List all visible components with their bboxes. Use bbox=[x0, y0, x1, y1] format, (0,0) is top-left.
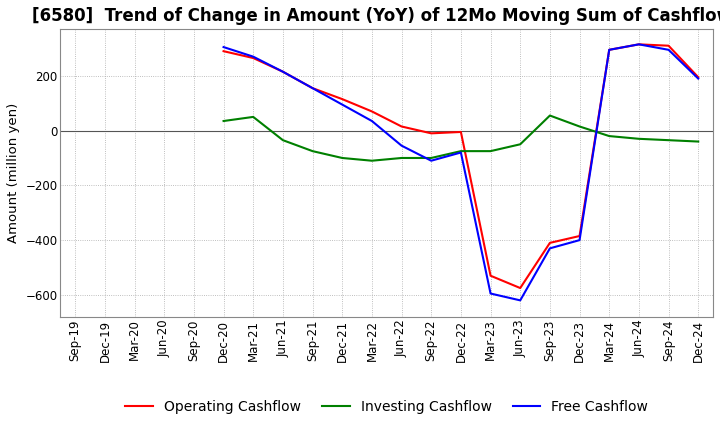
Operating Cashflow bbox=[427, 131, 436, 136]
Y-axis label: Amount (million yen): Amount (million yen) bbox=[7, 103, 20, 243]
Operating Cashflow bbox=[249, 55, 258, 61]
Operating Cashflow bbox=[516, 286, 525, 291]
Investing Cashflow bbox=[427, 155, 436, 161]
Free Cashflow bbox=[279, 69, 287, 74]
Free Cashflow bbox=[249, 54, 258, 59]
Operating Cashflow bbox=[456, 129, 465, 135]
Investing Cashflow bbox=[605, 133, 613, 139]
Operating Cashflow bbox=[486, 273, 495, 279]
Free Cashflow bbox=[308, 85, 317, 91]
Investing Cashflow bbox=[249, 114, 258, 120]
Investing Cashflow bbox=[486, 148, 495, 154]
Investing Cashflow bbox=[279, 138, 287, 143]
Operating Cashflow bbox=[338, 96, 346, 102]
Free Cashflow bbox=[516, 298, 525, 303]
Investing Cashflow bbox=[338, 155, 346, 161]
Free Cashflow bbox=[220, 44, 228, 50]
Free Cashflow bbox=[665, 47, 673, 52]
Free Cashflow bbox=[486, 291, 495, 296]
Investing Cashflow bbox=[397, 155, 406, 161]
Investing Cashflow bbox=[308, 148, 317, 154]
Investing Cashflow bbox=[634, 136, 643, 141]
Operating Cashflow bbox=[220, 48, 228, 54]
Free Cashflow bbox=[338, 102, 346, 107]
Free Cashflow bbox=[694, 76, 703, 81]
Operating Cashflow bbox=[634, 42, 643, 47]
Operating Cashflow bbox=[575, 233, 584, 238]
Free Cashflow bbox=[368, 118, 377, 124]
Line: Investing Cashflow: Investing Cashflow bbox=[224, 116, 698, 161]
Free Cashflow bbox=[456, 150, 465, 155]
Line: Free Cashflow: Free Cashflow bbox=[224, 44, 698, 301]
Operating Cashflow bbox=[546, 240, 554, 246]
Operating Cashflow bbox=[665, 43, 673, 48]
Investing Cashflow bbox=[368, 158, 377, 163]
Investing Cashflow bbox=[220, 118, 228, 124]
Free Cashflow bbox=[605, 47, 613, 52]
Operating Cashflow bbox=[368, 109, 377, 114]
Operating Cashflow bbox=[694, 74, 703, 80]
Title: [6580]  Trend of Change in Amount (YoY) of 12Mo Moving Sum of Cashflows: [6580] Trend of Change in Amount (YoY) o… bbox=[32, 7, 720, 25]
Line: Operating Cashflow: Operating Cashflow bbox=[224, 44, 698, 288]
Investing Cashflow bbox=[575, 124, 584, 129]
Investing Cashflow bbox=[694, 139, 703, 144]
Legend: Operating Cashflow, Investing Cashflow, Free Cashflow: Operating Cashflow, Investing Cashflow, … bbox=[120, 394, 654, 419]
Operating Cashflow bbox=[279, 69, 287, 74]
Operating Cashflow bbox=[605, 47, 613, 52]
Free Cashflow bbox=[575, 238, 584, 243]
Free Cashflow bbox=[634, 42, 643, 47]
Free Cashflow bbox=[546, 246, 554, 251]
Free Cashflow bbox=[427, 158, 436, 163]
Investing Cashflow bbox=[546, 113, 554, 118]
Free Cashflow bbox=[397, 143, 406, 148]
Investing Cashflow bbox=[665, 138, 673, 143]
Investing Cashflow bbox=[516, 142, 525, 147]
Investing Cashflow bbox=[456, 148, 465, 154]
Operating Cashflow bbox=[397, 124, 406, 129]
Operating Cashflow bbox=[308, 85, 317, 91]
